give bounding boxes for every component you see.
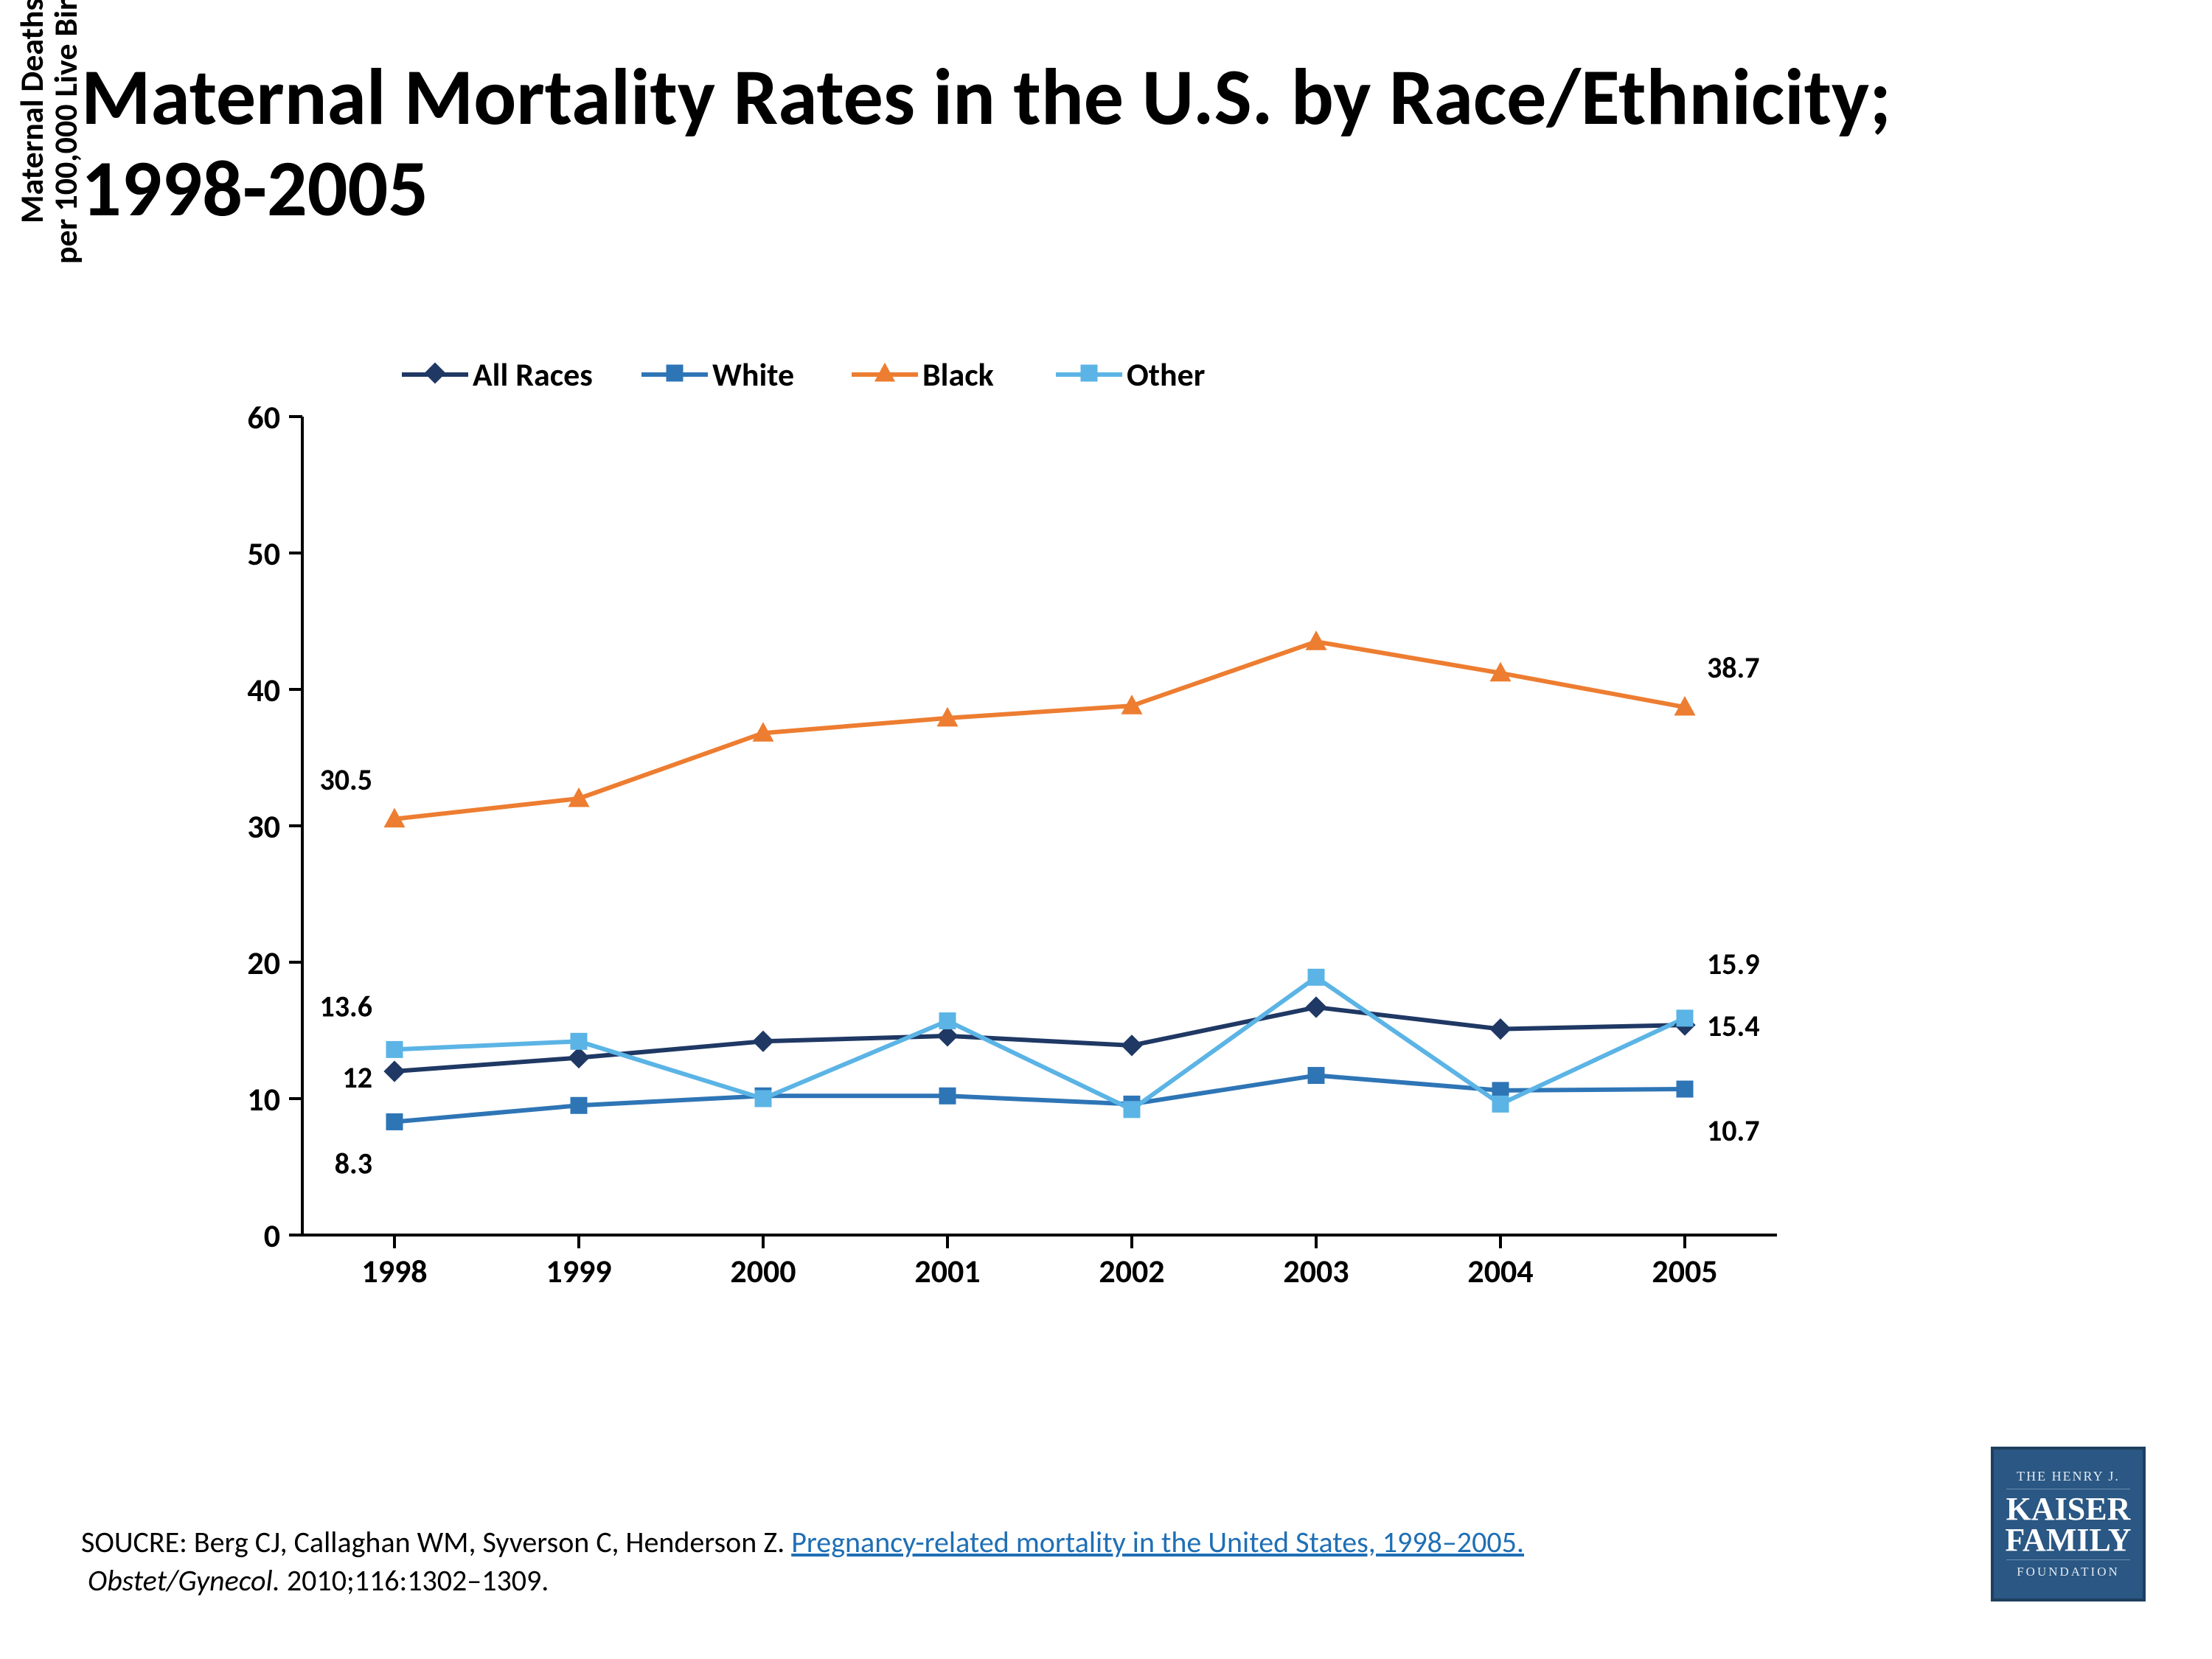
svg-text:0: 0 [264, 1216, 280, 1256]
svg-text:50: 50 [247, 534, 280, 574]
legend-item-other: Other [1056, 355, 1205, 394]
logo-mid1: KAISER [2006, 1494, 2131, 1525]
svg-text:15.9: 15.9 [1707, 946, 1760, 982]
legend-label: Other [1127, 355, 1205, 394]
svg-text:2005: 2005 [1652, 1251, 1717, 1291]
source-pages: 2010;116:1302–1309. [287, 1562, 549, 1599]
line-chart: 0 10 20 30 40 50 60 1998 1999 2000 2001 2002 2003 200… [111, 350, 1880, 1346]
svg-text:2003: 2003 [1283, 1251, 1349, 1291]
legend-item-all-races: All Races [402, 355, 593, 394]
svg-text:1999: 1999 [546, 1251, 611, 1291]
source-citation: SOUCRE: Berg CJ, Callaghan WM, Syverson … [81, 1523, 1630, 1600]
svg-text:2004: 2004 [1467, 1251, 1533, 1291]
svg-text:10.7: 10.7 [1707, 1113, 1760, 1149]
logo-mid2: FAMILY [2005, 1525, 2131, 1556]
svg-text:2001: 2001 [914, 1251, 980, 1291]
svg-text:20: 20 [247, 943, 280, 983]
kaiser-logo: THE HENRY J. KAISER FAMILY FOUNDATION [1991, 1447, 2146, 1601]
svg-text:40: 40 [247, 670, 280, 710]
svg-text:8.3: 8.3 [335, 1145, 372, 1181]
svg-text:13.6: 13.6 [319, 988, 372, 1024]
svg-text:30: 30 [247, 807, 280, 846]
legend-label: All Races [473, 355, 593, 394]
svg-text:60: 60 [247, 397, 280, 437]
svg-text:38.7: 38.7 [1707, 650, 1760, 686]
legend-label: Black [922, 355, 994, 394]
svg-text:1998: 1998 [361, 1251, 427, 1291]
source-link[interactable]: Pregnancy-related mortality in the Unite… [791, 1524, 1524, 1560]
svg-text:10: 10 [247, 1079, 280, 1119]
logo-top: THE HENRY J. [2006, 1469, 2130, 1489]
svg-text:15.4: 15.4 [1707, 1008, 1760, 1044]
legend-label: White [712, 355, 794, 394]
svg-text:2002: 2002 [1099, 1251, 1164, 1291]
source-prefix: SOUCRE: Berg CJ, Callaghan WM, Syverson … [81, 1524, 791, 1560]
legend-item-black: Black [852, 355, 994, 394]
logo-bot: FOUNDATION [2006, 1559, 2130, 1579]
source-journal: Obstet/Gynecol. [88, 1562, 287, 1599]
svg-text:12: 12 [342, 1060, 372, 1096]
chart-container: All Races White Black Other 0 10 20 30 40 50 60 19… [111, 350, 1880, 1346]
svg-text:2000: 2000 [730, 1251, 796, 1291]
svg-text:30.5: 30.5 [319, 762, 372, 798]
legend-item-white: White [641, 355, 794, 394]
y-axis-label: Maternal Deaths per 100,000 Live Births [15, 0, 83, 442]
chart-legend: All Races White Black Other [111, 350, 1880, 394]
slide-title: Maternal Mortality Rates in the U.S. by … [81, 52, 2072, 234]
